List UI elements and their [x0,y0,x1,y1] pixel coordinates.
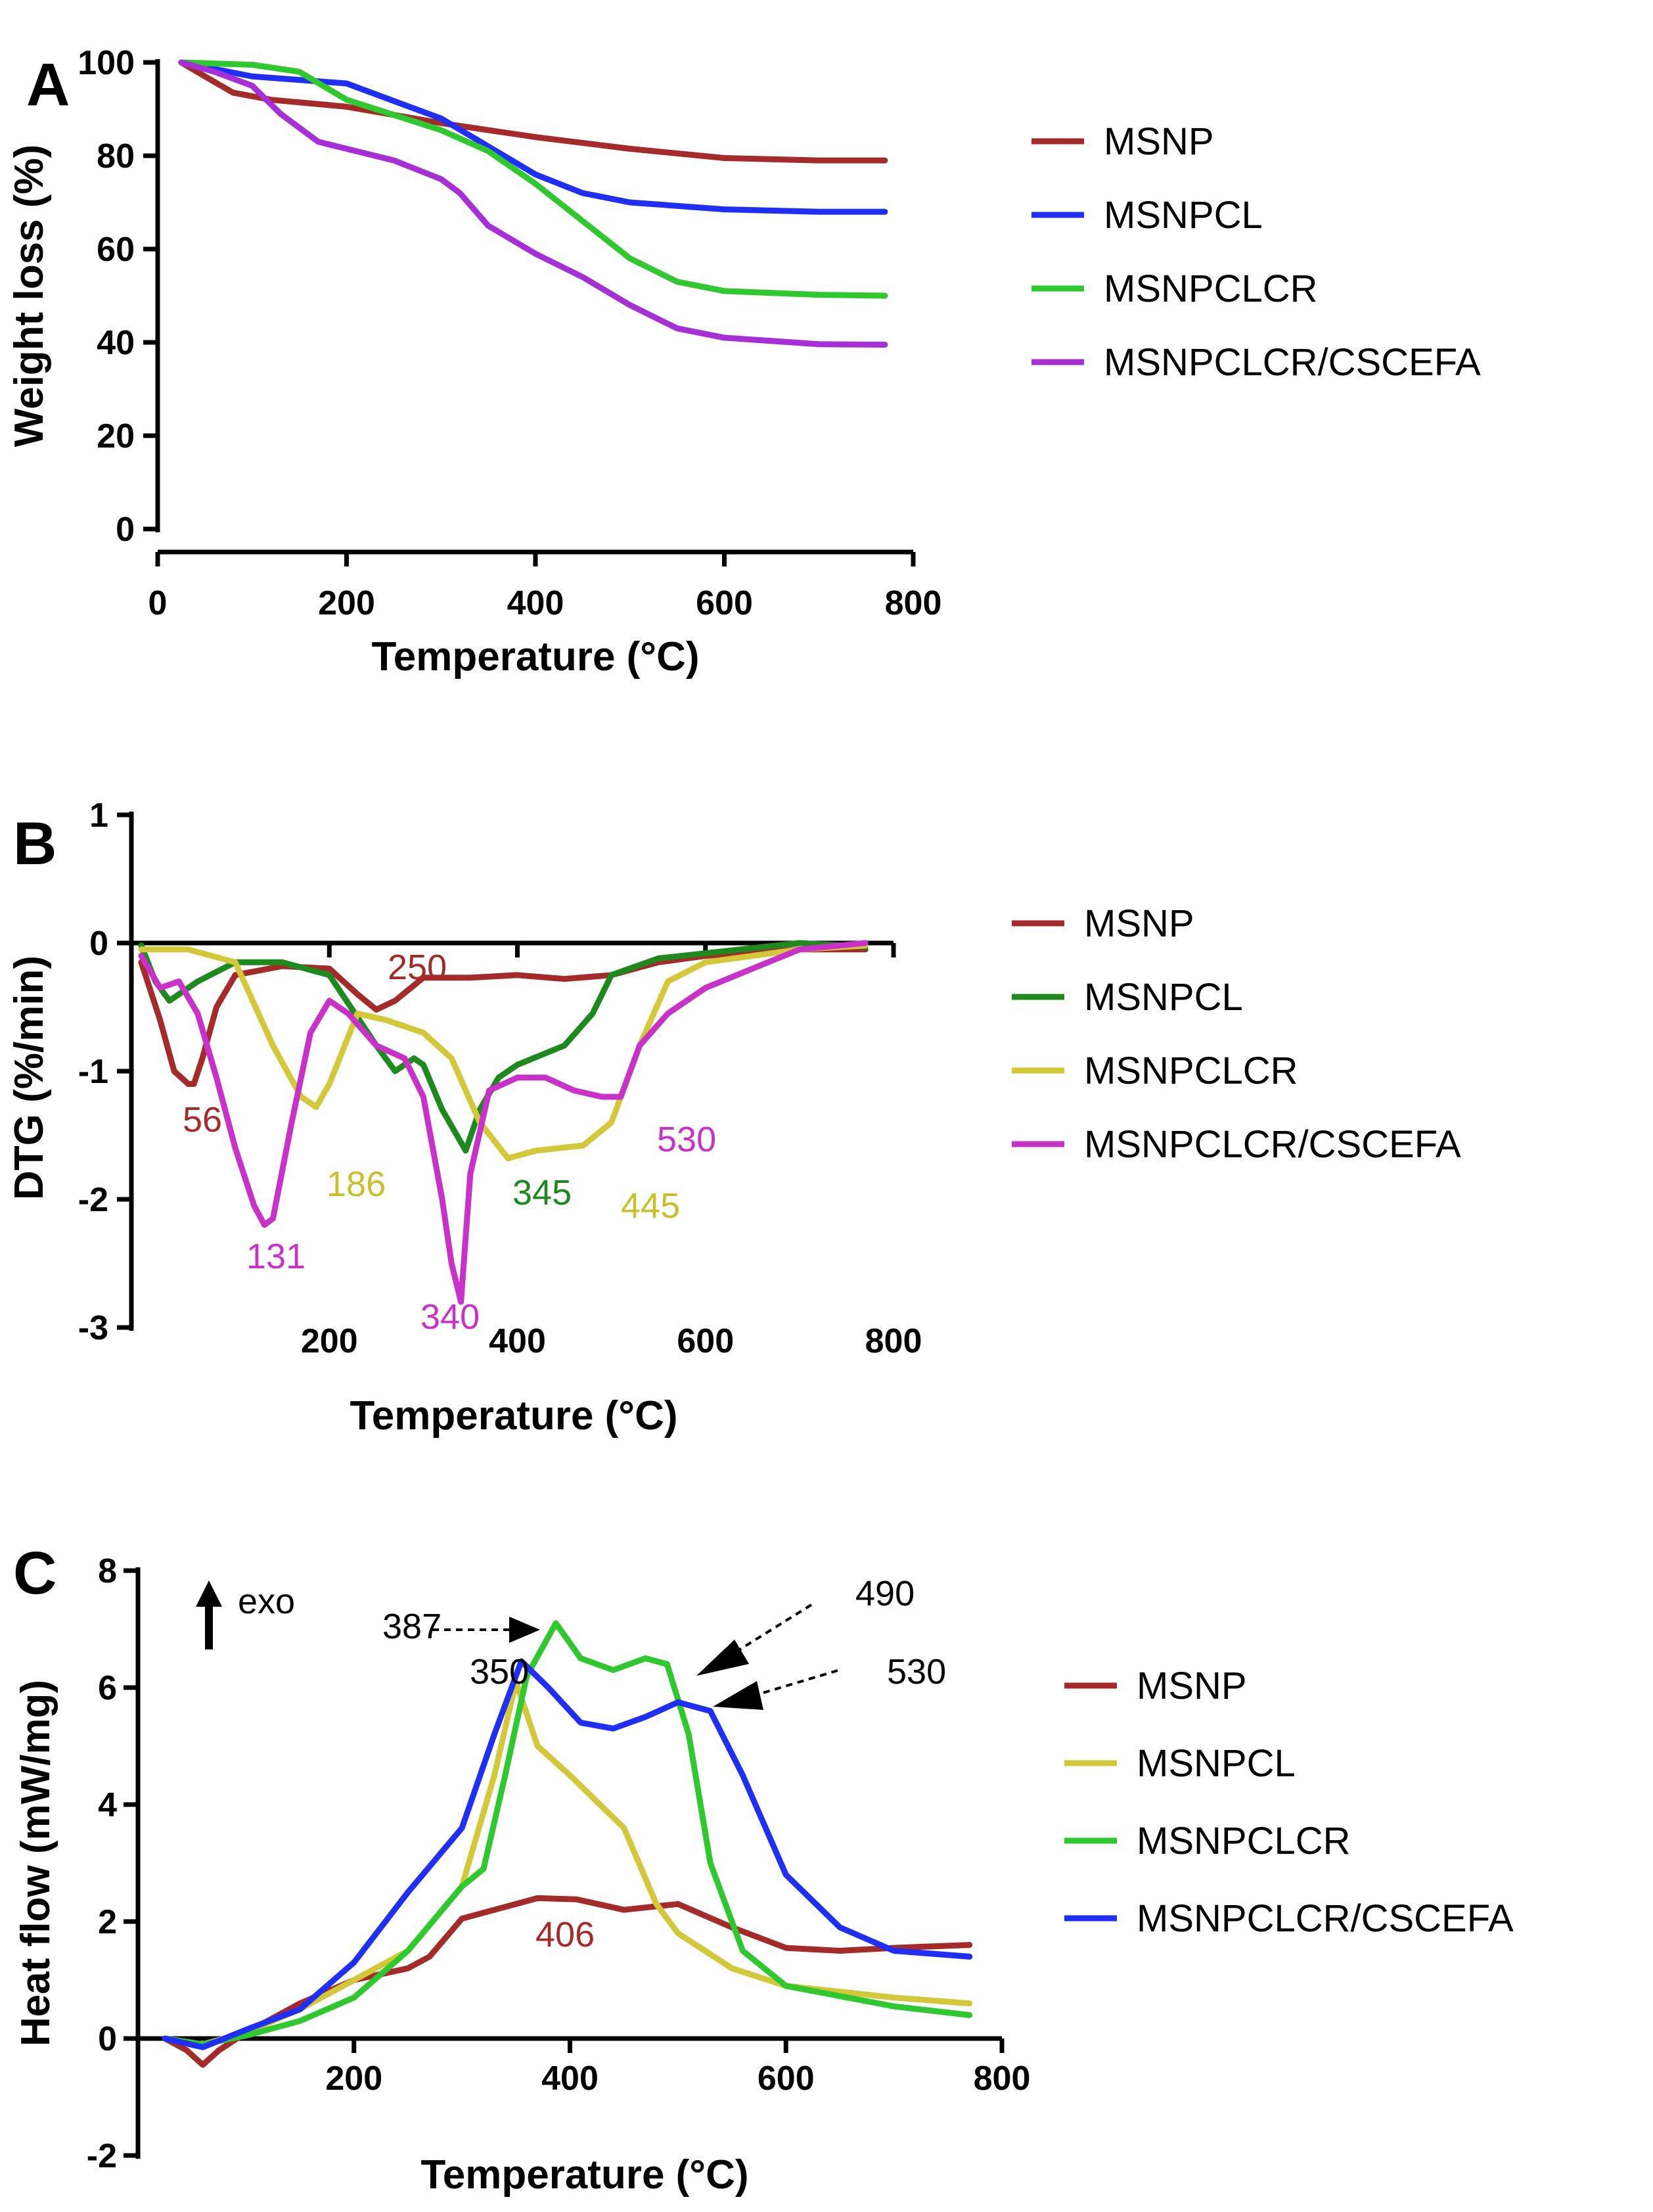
legend-label-msnpclcr-cscefa: MSNPCLCR/CSCEFA [1137,1897,1514,1940]
series-line-msnpcl [138,940,869,1154]
legend-label-msnpclcr-cscefa: MSNPCLCR/CSCEFA [1084,1123,1461,1166]
peak-annotation: 530 [887,1652,946,1692]
legend-label-msnpclcr: MSNPCLCR [1104,267,1318,310]
peak-annotation: 131 [246,1237,306,1276]
peak-annotation: 340 [420,1297,480,1337]
x-tick-label: 600 [696,584,753,622]
panel-letter: C [13,1540,57,1607]
legend-label-msnpcl: MSNPCL [1104,194,1263,237]
y-tick-label: 60 [97,231,135,269]
peak-annotation: 56 [183,1100,222,1140]
y-tick-label: 80 [97,137,135,175]
peak-annotation: 490 [855,1574,915,1613]
series-line-msnpcl [162,1678,973,2048]
peak-annotation: 350 [470,1652,529,1692]
x-tick-label: 200 [301,1322,358,1360]
peak-annotation: 345 [512,1173,572,1212]
series-line-msnp [178,59,888,164]
series-line-msnpclcr [178,59,888,299]
y-tick-label: 8 [98,1552,117,1590]
legend-label-msnp: MSNP [1137,1665,1247,1707]
exo-label: exo [238,1582,295,1621]
peak-annotation: 186 [327,1164,386,1204]
x-tick-label: 800 [974,2060,1031,2098]
y-tick-label: 0 [116,511,135,549]
y-tick-label: 4 [98,1786,117,1824]
x-tick-label: 800 [885,584,942,622]
legend-label-msnpcl: MSNPCL [1084,976,1243,1019]
panel-c: C -2 0 2 4 6 8 200 400 600 800 Temperature (°C) Heat… [13,1540,1514,2198]
series-line-msnpclcr-cscefa [178,59,888,348]
x-tick-label: 600 [758,2060,815,2098]
legend-label-msnp: MSNP [1104,120,1214,163]
y-tick-label: 0 [98,2020,117,2058]
y-tick-label: 2 [98,1903,117,1941]
x-tick-label: 0 [148,584,168,622]
y-tick-label: -1 [78,1053,108,1091]
arrow-490-icon [696,1640,749,1676]
y-tick-label: -3 [78,1309,108,1347]
legend-label-msnpcl: MSNPCL [1137,1742,1296,1785]
panel-b: B -3 -2 -1 0 1 200 400 600 800 Temperature (°C) DTG… [7,796,1461,1439]
x-axis-title: Temperature (°C) [371,634,699,680]
arrow-387-icon [509,1617,540,1643]
x-tick-label: 600 [677,1322,734,1360]
legend-label-msnp: MSNP [1084,902,1194,945]
peak-annotation: 530 [657,1120,716,1159]
y-tick-label: -2 [87,2137,117,2175]
y-tick-label: 0 [89,925,108,963]
legend-label-msnpclcr-cscefa: MSNPCLCR/CSCEFA [1104,341,1481,384]
y-axis-title: Weight loss (%) [7,145,52,447]
series-line-msnpclcr [138,942,869,1162]
panel-a: A 0 20 40 60 80 100 0 200 400 600 800 Temperature (°… [7,44,1481,680]
series-line-msnp [162,1895,973,2068]
series-line-msnpclcr-cscefa [138,940,869,1305]
x-tick-label: 400 [489,1322,546,1360]
series-line-msnpclcr [162,1620,973,2048]
y-tick-label: -2 [78,1181,108,1219]
series-line-msnpclcr-cscefa [162,1658,973,2050]
legend-label-msnpclcr: MSNPCLCR [1084,1049,1298,1092]
peak-annotation: 387 [382,1607,442,1646]
peak-annotation: 406 [535,1915,595,1954]
y-tick-label: 40 [97,324,135,362]
arrow-530-line [754,1669,838,1697]
x-tick-label: 400 [541,2060,599,2098]
legend-label-msnpclcr: MSNPCLCR [1137,1820,1351,1862]
arrow-490-line [728,1603,813,1657]
x-tick-label: 200 [325,2060,382,2098]
panel-letter: B [13,810,57,877]
x-axis-title: Temperature (°C) [350,1393,677,1439]
peak-annotation: 445 [621,1186,680,1226]
arrow-530-icon [713,1681,763,1710]
y-tick-label: 100 [78,44,135,82]
y-axis-title: Heat flow (mW/mg) [13,1680,58,2046]
x-tick-label: 800 [865,1322,922,1360]
panel-letter: A [26,51,70,118]
x-tick-label: 200 [318,584,375,622]
y-tick-label: 20 [97,417,135,455]
peak-annotation: 250 [388,948,447,987]
x-axis-title: Temperature (°C) [420,2152,748,2198]
exo-arrowhead-icon [196,1580,222,1607]
y-tick-label: 1 [89,796,108,835]
y-axis-title: DTG (%/min) [7,956,52,1200]
y-tick-label: 6 [98,1669,117,1707]
x-tick-label: 400 [507,584,564,622]
